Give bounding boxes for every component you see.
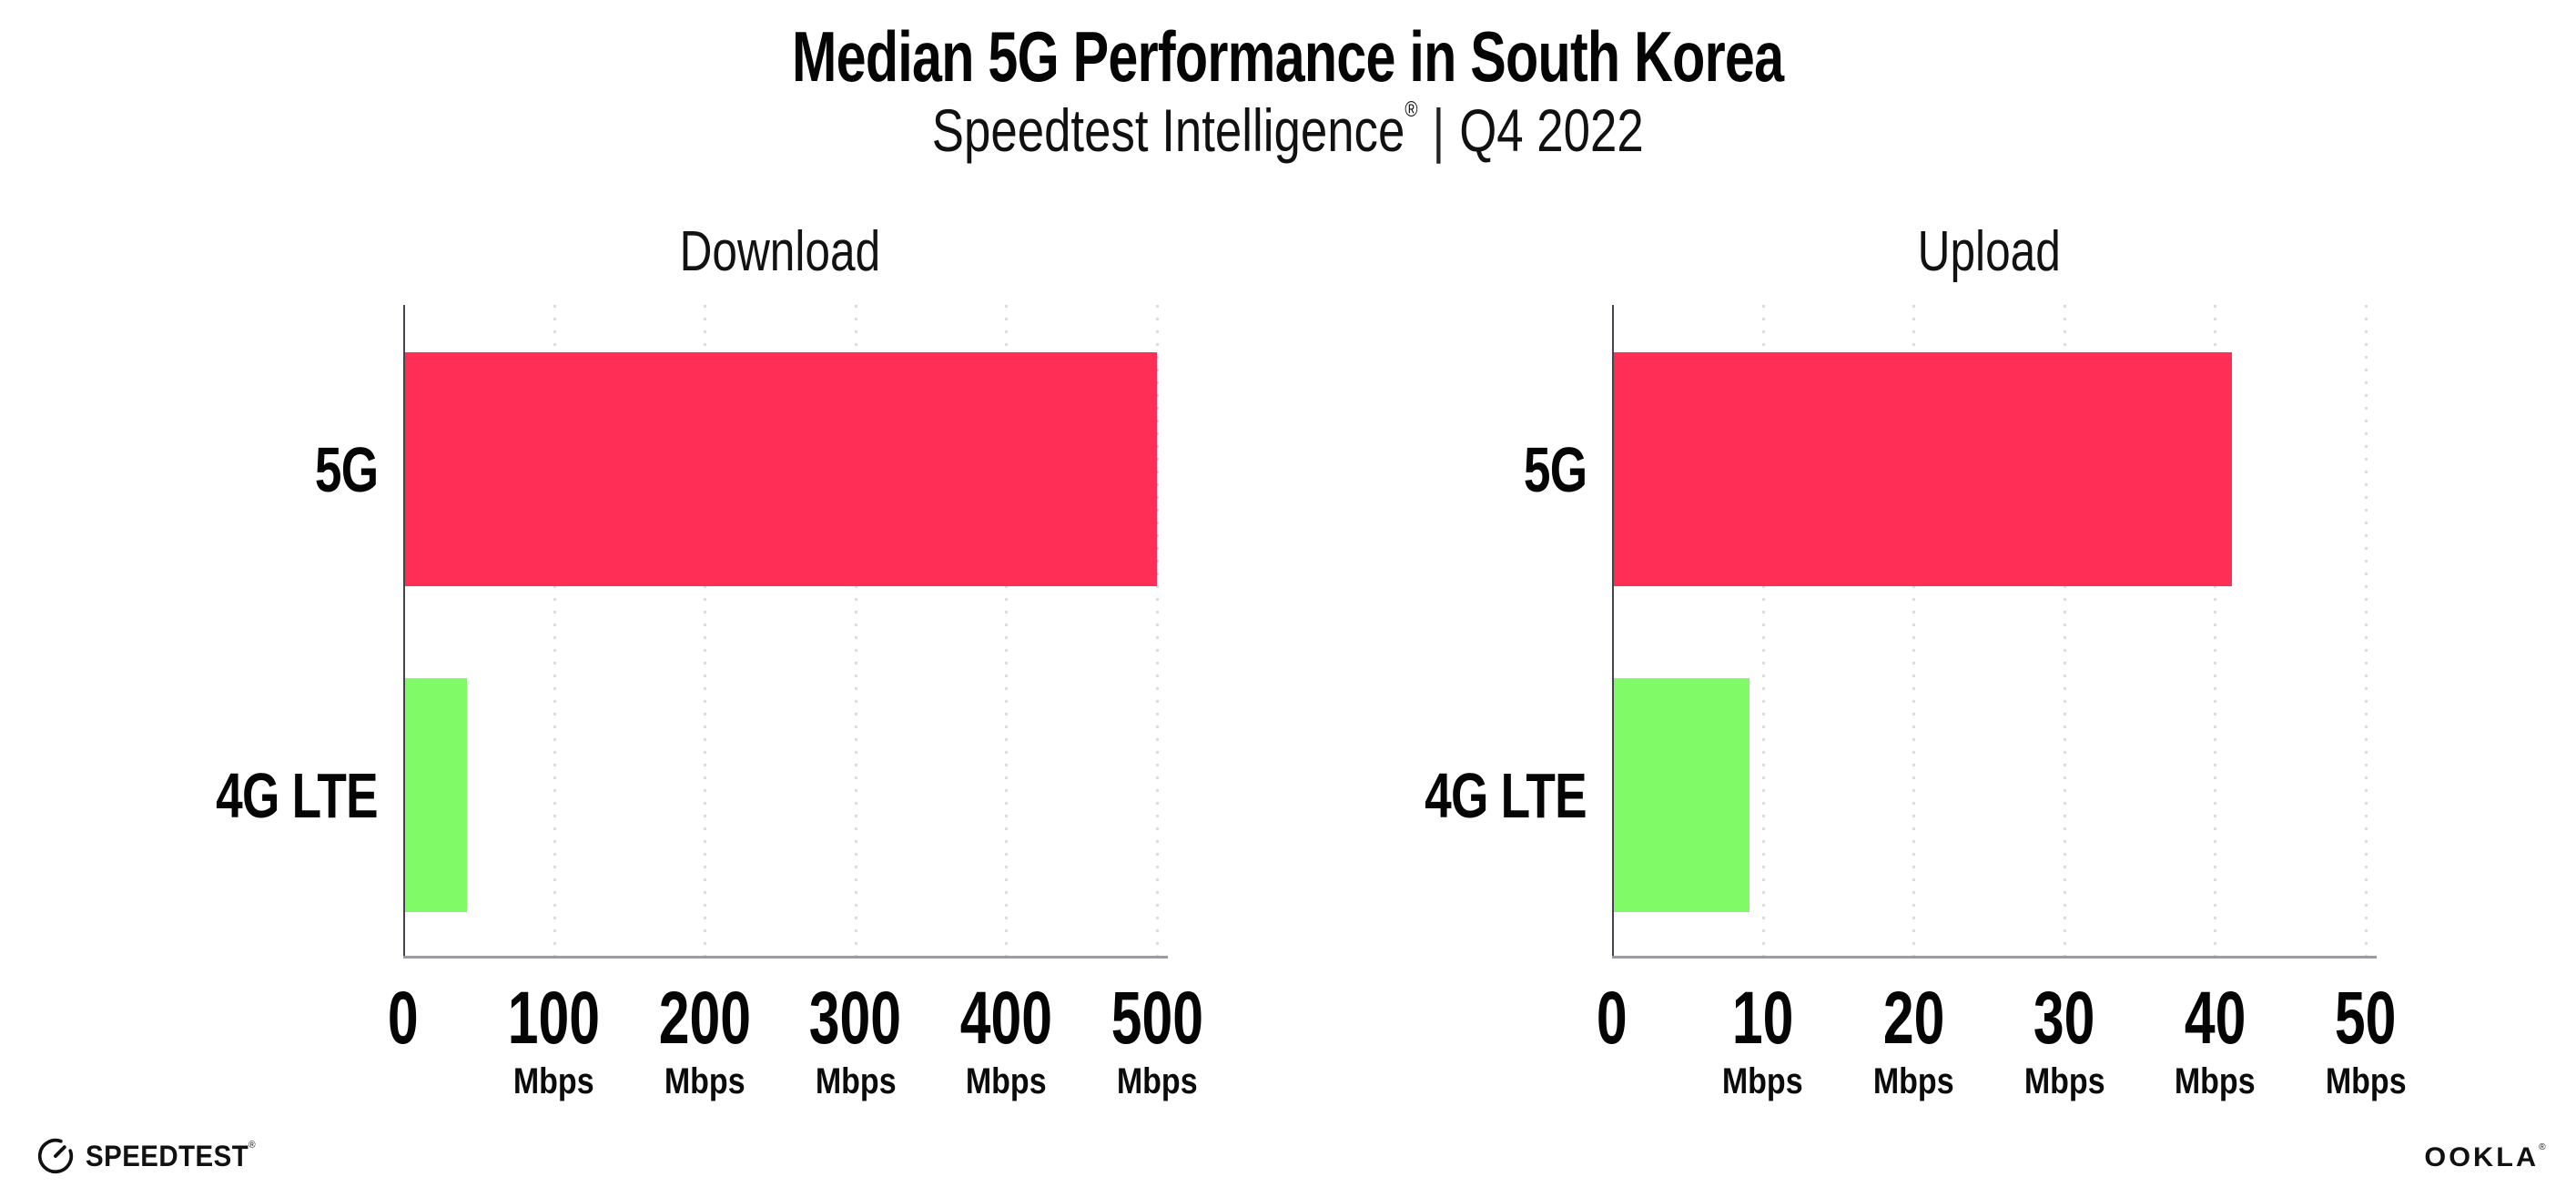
registered-trademark-mark: ® [1405,97,1418,122]
x-tick-download-300: 300 [746,979,965,1058]
x-tick-download-100: 100 [445,979,664,1058]
x-tick-number: 40 [2184,977,2246,1060]
y-label-download-4g-lte: 4G LTE [68,754,378,837]
ookla-logo: OOKLA® [2424,1140,2549,1176]
y-label-text: 4G LTE [216,759,378,831]
chart-title-text: Download [679,220,881,283]
gridline-upload-40 [2214,305,2217,957]
page-title: Median 5G Performance in South Korea [0,20,2576,93]
speedtest-logo: SPEEDTEST® [35,1134,270,1178]
bar-upload-5g [1614,352,2232,586]
x-tick-number: 400 [959,977,1053,1060]
x-tick-unit-upload-50: Mbps [2257,1061,2475,1101]
x-tick-unit-download-300: Mbps [746,1061,965,1101]
x-tick-unit-text: Mbps [2325,1061,2407,1101]
gridline-upload-30 [2063,305,2066,957]
x-tick-upload-40: 40 [2105,979,2324,1058]
subtitle-separator: | [1432,96,1445,164]
page-subtitle: Speedtest Intelligence® | Q4 2022 [0,95,2576,166]
y-label-text: 5G [314,433,379,505]
x-tick-unit-text: Mbps [815,1061,897,1101]
x-tick-unit-text: Mbps [2023,1061,2105,1101]
gridline-download-100 [553,305,556,957]
bar-upload-4g-lte [1614,678,1749,912]
x-tick-unit-text: Mbps [966,1061,1047,1101]
y-label-text: 5G [1523,433,1587,505]
x-tick-unit-upload-40: Mbps [2105,1061,2324,1101]
chart-title-text: Upload [1917,220,2061,283]
gridline-upload-10 [1761,305,1765,957]
speedtest-registered-mark: ® [248,1139,257,1151]
x-tick-unit-download-500: Mbps [1048,1061,1266,1101]
x-tick-unit-download-400: Mbps [897,1061,1115,1101]
speedtest-logo-text: SPEEDTEST® [86,1139,257,1172]
x-tick-upload-50: 50 [2257,979,2475,1058]
y-axis-line-download [403,305,405,957]
y-label-upload-5g: 5G [1277,428,1587,512]
x-tick-unit-upload-10: Mbps [1654,1061,1872,1101]
x-tick-number: 0 [1597,977,1628,1060]
x-tick-download-200: 200 [595,979,814,1058]
x-tick-unit-download-200: Mbps [595,1061,814,1101]
gridline-download-500 [1156,305,1159,957]
x-tick-unit-upload-20: Mbps [1804,1061,2023,1101]
gridline-upload-20 [1912,305,1916,957]
gridline-download-300 [854,305,857,957]
x-tick-unit-text: Mbps [2175,1061,2256,1101]
x-tick-unit-text: Mbps [1722,1061,1803,1101]
x-tick-download-400: 400 [897,979,1115,1058]
x-tick-unit-download-100: Mbps [445,1061,664,1101]
speedtest-gauge-icon [37,1138,74,1174]
x-tick-unit-upload-30: Mbps [1955,1061,2174,1101]
x-tick-number: 0 [388,977,419,1060]
chart-title-upload: Upload [1612,216,2366,294]
y-label-text: 4G LTE [1425,759,1587,831]
gridline-download-200 [704,305,707,957]
x-tick-unit-text: Mbps [1872,1061,1954,1101]
gridline-download-400 [1005,305,1009,957]
x-tick-number: 20 [1882,977,1944,1060]
x-tick-number: 30 [2033,977,2095,1060]
plot-area-download [403,305,1168,959]
y-label-upload-4g-lte: 4G LTE [1277,754,1587,837]
x-axis-line-download [403,956,1168,959]
x-tick-unit-text: Mbps [664,1061,745,1101]
subtitle-period: Q4 2022 [1459,96,1645,164]
x-tick-upload-30: 30 [1955,979,2174,1058]
x-tick-download-0: 0 [294,979,512,1058]
x-tick-number: 300 [809,977,902,1060]
subtitle-brand: Speedtest Intelligence [931,96,1405,164]
ookla-registered-mark: ® [2539,1142,2549,1152]
x-axis-line-upload [1612,956,2377,959]
x-tick-upload-10: 10 [1654,979,1872,1058]
x-tick-number: 500 [1111,977,1203,1060]
gridline-upload-50 [2365,305,2368,957]
page-title-text: Median 5G Performance in South Korea [792,16,1784,96]
x-tick-number: 10 [1731,977,1794,1060]
plot-area-upload [1612,305,2377,959]
y-label-download-5g: 5G [68,428,379,512]
bar-download-5g [405,352,1157,586]
ookla-logo-text: OOKLA® [2424,1142,2549,1172]
x-tick-unit-text: Mbps [1116,1061,1198,1101]
x-tick-number: 100 [507,977,601,1060]
x-tick-upload-20: 20 [1804,979,2023,1058]
x-tick-unit-text: Mbps [513,1061,594,1101]
x-tick-download-500: 500 [1048,979,1266,1058]
x-tick-upload-0: 0 [1503,979,1721,1058]
x-tick-number: 50 [2335,977,2397,1060]
x-tick-number: 200 [658,977,751,1060]
y-axis-line-upload [1612,305,1614,957]
bar-download-4g-lte [405,678,467,912]
chart-title-download: Download [403,216,1157,294]
